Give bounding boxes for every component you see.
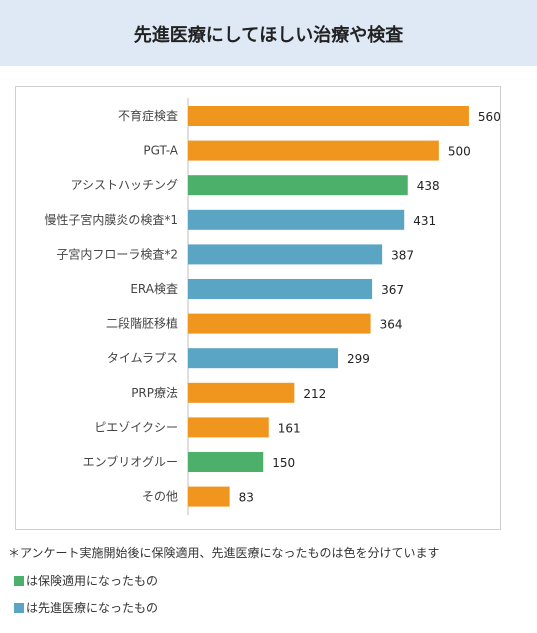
value-label: 438 (417, 179, 440, 193)
footnote: ＊アンケート実施開始後に保険適用、先進医療になったものは色を分けています (8, 546, 440, 560)
category-label: エンブリオグルー (83, 454, 178, 469)
category-label: PGT-A (143, 144, 178, 158)
legend-item-advanced: は先進医療になったもの (14, 599, 158, 616)
value-label: 500 (448, 145, 471, 159)
bar (188, 279, 373, 299)
bar (188, 452, 264, 472)
bar (188, 209, 405, 230)
value-label: 83 (239, 491, 254, 505)
value-label: 387 (391, 248, 414, 262)
category-label: アシストハッチング (70, 178, 178, 192)
bar (188, 244, 383, 265)
legend-swatch-blue (14, 603, 24, 613)
value-label: 299 (347, 352, 370, 366)
category-label: ピエゾイクシー (94, 420, 178, 434)
value-label: 212 (303, 387, 326, 401)
bar (188, 382, 295, 403)
value-label: 431 (413, 214, 436, 228)
category-label: タイムラプス (107, 351, 178, 365)
value-label: 364 (380, 318, 403, 332)
value-label: 560 (478, 110, 500, 124)
bar-chart: 不育症検査 560 PGT-A 500 アシストハッチング 438 慢性子宮内膜炎の検査*1… (44, 98, 500, 516)
legend-label-advanced: は先進医療になったもの (26, 601, 159, 615)
category-label: PRP療法 (131, 386, 178, 400)
value-label: 161 (278, 421, 301, 435)
page-header: 先進医療にしてほしい治療や検査 (0, 0, 537, 66)
category-label: ERA検査 (130, 282, 178, 296)
value-label: 150 (272, 456, 295, 470)
category-label: 二段階胚移植 (106, 316, 178, 331)
legend-label-insurance: は保険適用になったもの (26, 574, 159, 588)
category-label: 不育症検査 (118, 108, 178, 123)
bar (188, 313, 371, 334)
bar (188, 417, 269, 438)
chart-panel: 不育症検査 560 PGT-A 500 アシストハッチング 438 慢性子宮内膜炎の検査*1… (15, 86, 501, 530)
bar (188, 486, 230, 507)
page-title: 先進医療にしてほしい治療や検査 (133, 25, 404, 46)
bar (188, 175, 408, 196)
legend-item-insurance: は保険適用になったもの (14, 572, 158, 589)
category-label: その他 (142, 490, 178, 504)
bar (188, 106, 469, 126)
category-label: 慢性子宮内膜炎の検査*1 (44, 212, 178, 227)
legend-swatch-green (14, 576, 24, 586)
value-label: 367 (381, 283, 404, 297)
bar (188, 140, 439, 161)
category-label: 子宮内フローラ検査*2 (56, 246, 178, 261)
bar (188, 348, 338, 369)
